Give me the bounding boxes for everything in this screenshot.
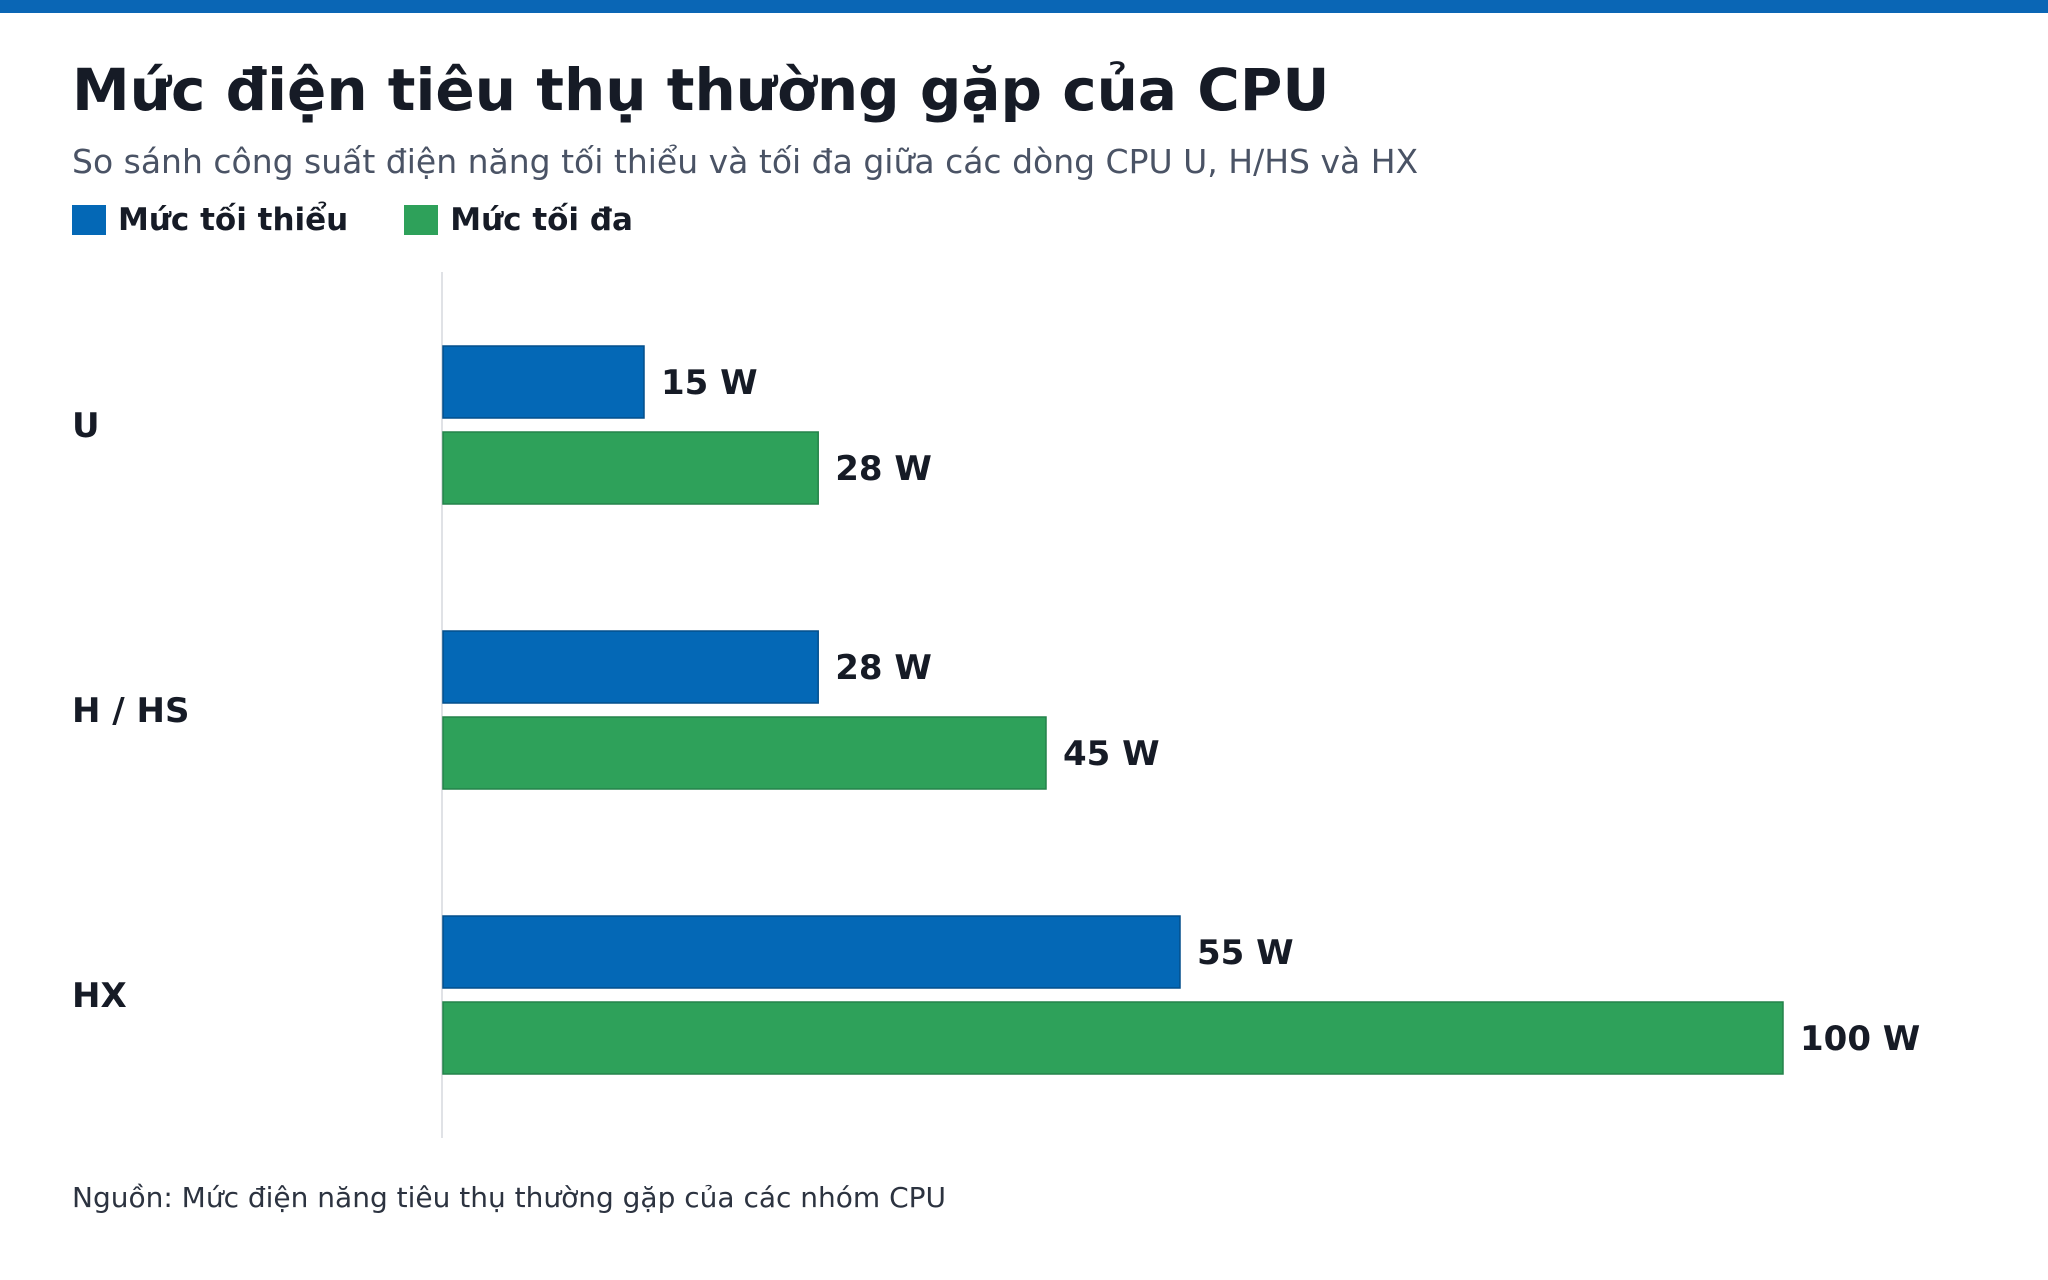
data-label-max-2: 100 W: [1800, 1019, 1920, 1059]
data-label-min-0: 15 W: [661, 363, 758, 403]
top-accent-bar: [0, 0, 2048, 13]
legend-label-min: Mức tối thiểu: [118, 202, 349, 238]
legend-swatch-max: [404, 205, 439, 235]
data-label-min-1: 28 W: [835, 648, 932, 688]
category-label-2: HX: [72, 976, 127, 1016]
legend-item-max: Mức tối đa: [404, 202, 633, 238]
category-label-1: H / HS: [72, 691, 190, 731]
bar-min-2: [442, 915, 1181, 989]
legend-item-min: Mức tối thiểu: [72, 202, 348, 238]
bar-max-1: [442, 716, 1047, 790]
bar-max-2: [442, 1001, 1784, 1075]
source-note: Nguồn: Mức điện năng tiêu thụ thường gặp…: [72, 1181, 947, 1214]
chart-subtitle: So sánh công suất điện năng tối thiểu và…: [72, 142, 1419, 181]
data-label-max-0: 28 W: [835, 449, 932, 489]
data-label-max-1: 45 W: [1063, 734, 1160, 774]
chart-legend: Mức tối thiểu Mức tối đa: [72, 198, 689, 242]
bar-min-1: [442, 630, 819, 704]
category-label-0: U: [72, 406, 100, 446]
bar-max-0: [442, 431, 819, 505]
chart-title: Mức điện tiêu thụ thường gặp của CPU: [72, 56, 1330, 124]
legend-swatch-min: [72, 205, 106, 235]
data-label-min-2: 55 W: [1197, 933, 1294, 973]
legend-label-max: Mức tối đa: [450, 202, 633, 238]
bar-min-0: [442, 345, 645, 419]
